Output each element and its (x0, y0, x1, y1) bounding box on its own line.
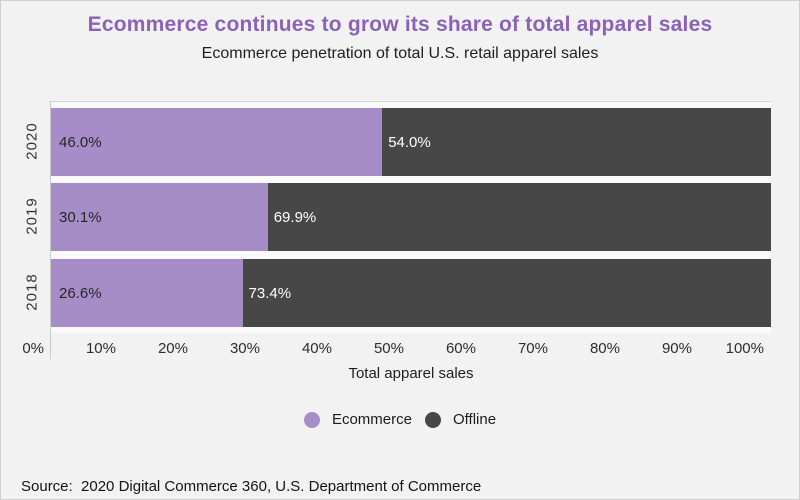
legend-item-offline: Offline (424, 411, 497, 428)
bar-segment-ecommerce-2018: 26.6% (51, 259, 243, 327)
y-axis-line (50, 101, 51, 359)
bar-row-2018: 26.6% 73.4% (51, 259, 771, 327)
legend: Ecommerce Offline (1, 411, 799, 428)
x-tick-40pct: 40% (301, 340, 332, 357)
chart-subtitle: Ecommerce penetration of total U.S. reta… (201, 45, 599, 62)
bar-segment-offline-2018: 73.4% (242, 259, 771, 327)
bar-segment-offline-2019: 69.9% (267, 183, 771, 251)
chart-title: Ecommerce continues to grow its share of… (87, 13, 713, 36)
legend-label-ecommerce: Ecommerce (331, 411, 412, 428)
x-axis-title: Total apparel sales (348, 365, 474, 382)
y-axis-label-2020: 2020 (23, 122, 41, 160)
x-tick-60pct: 60% (445, 340, 476, 357)
legend-label-offline: Offline (452, 411, 497, 428)
x-tick-80pct: 80% (589, 340, 620, 357)
x-tick-100pct: 100% (725, 340, 764, 357)
legend-item-ecommerce: Ecommerce (303, 411, 412, 428)
x-tick-90pct: 90% (661, 340, 692, 357)
source-line: Source: 2020 Digital Commerce 360, U.S. … (21, 478, 482, 495)
plot-area: 46.0% 54.0% 30.1% 69.9% 26.6% 73.4% (51, 101, 771, 333)
x-tick-50pct: 50% (373, 340, 404, 357)
x-tick-20pct: 20% (157, 340, 188, 357)
y-axis-label-2019: 2019 (23, 197, 41, 235)
bar-segment-ecommerce-2019: 30.1% (51, 183, 268, 251)
x-axis-ticks: 0% 10% 20% 30% 40% 50% 60% 70% 80% 90% 100% (22, 340, 771, 358)
x-tick-10pct: 10% (85, 340, 116, 357)
x-tick-0pct: 0% (22, 340, 44, 357)
bar-row-2020: 46.0% 54.0% (51, 108, 771, 176)
bar-row-2019: 30.1% 69.9% (51, 183, 771, 251)
legend-swatch-ecommerce (303, 411, 320, 428)
x-tick-30pct: 30% (229, 340, 260, 357)
bar-segment-ecommerce-2020: 46.0% (51, 108, 383, 176)
bar-segment-offline-2020: 54.0% (382, 108, 771, 176)
y-axis-label-2018: 2018 (23, 273, 41, 311)
legend-swatch-offline (424, 411, 441, 428)
x-tick-70pct: 70% (517, 340, 548, 357)
